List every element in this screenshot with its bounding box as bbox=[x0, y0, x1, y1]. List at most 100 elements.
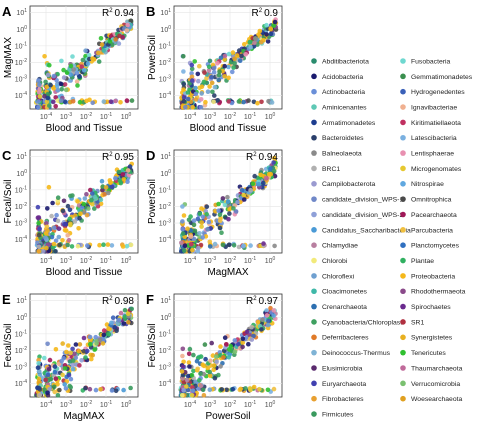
data-point bbox=[36, 220, 41, 226]
data-point bbox=[222, 335, 228, 341]
data-point bbox=[88, 187, 93, 193]
data-point bbox=[239, 188, 245, 193]
data-point bbox=[211, 363, 217, 368]
data-point bbox=[233, 209, 239, 214]
data-point bbox=[109, 243, 115, 248]
legend-swatch bbox=[311, 319, 317, 325]
y-tick-label: 10-2 bbox=[159, 346, 171, 355]
legend-item: Campilobacterota bbox=[311, 181, 375, 188]
data-point bbox=[218, 55, 224, 61]
legend-label: Firmicutes bbox=[322, 411, 354, 418]
legend-item: Synergistetes bbox=[400, 334, 453, 342]
data-point bbox=[61, 355, 66, 361]
data-point bbox=[243, 52, 249, 57]
data-point bbox=[266, 318, 271, 324]
data-point bbox=[80, 57, 86, 63]
data-point bbox=[182, 248, 187, 253]
data-point bbox=[70, 193, 75, 198]
legend-label: candidate_division_WPS-2 bbox=[322, 212, 403, 219]
data-point bbox=[210, 89, 215, 95]
x-tick-label: 10-3 bbox=[60, 400, 72, 409]
data-point bbox=[248, 45, 253, 50]
legend-swatch bbox=[400, 319, 406, 325]
legend-label: Thaumarchaeota bbox=[411, 365, 463, 372]
x-axis-title: MagMAX bbox=[63, 411, 104, 422]
data-point bbox=[265, 387, 271, 393]
data-point bbox=[77, 74, 82, 79]
data-point bbox=[220, 242, 226, 248]
data-point bbox=[241, 192, 246, 198]
data-point bbox=[54, 84, 60, 89]
data-point bbox=[257, 28, 263, 34]
data-point bbox=[45, 341, 50, 347]
legend-item: Latescibacteria bbox=[400, 134, 457, 142]
data-point bbox=[45, 95, 51, 101]
y-axis-title: MagMAX bbox=[3, 37, 14, 78]
data-point bbox=[98, 36, 104, 41]
panel-C: 10-4 10-3 10-2 10-1 100 10-4 10-3 10-2 10-1 100 10… bbox=[2, 148, 139, 278]
data-point bbox=[66, 237, 72, 243]
legend-swatch bbox=[400, 119, 406, 126]
data-point bbox=[70, 362, 76, 368]
data-point bbox=[242, 42, 247, 47]
data-point bbox=[76, 226, 81, 231]
data-point bbox=[55, 98, 61, 103]
data-point bbox=[70, 54, 75, 59]
legend-label: Abditibacteriota bbox=[322, 58, 369, 65]
data-point bbox=[216, 208, 221, 213]
data-point bbox=[232, 61, 237, 66]
legend-swatch bbox=[400, 58, 406, 64]
data-point bbox=[180, 353, 185, 359]
data-point bbox=[97, 337, 103, 343]
data-point bbox=[266, 172, 272, 177]
y-axis-title: PowerSoil bbox=[147, 179, 158, 224]
x-tick-label: 10-4 bbox=[184, 400, 196, 409]
data-point bbox=[189, 62, 195, 68]
data-point bbox=[45, 206, 50, 211]
data-point bbox=[53, 249, 58, 254]
legend-swatch bbox=[400, 227, 406, 233]
data-point bbox=[122, 307, 128, 313]
legend-item: candidate_division_WPS-1 bbox=[311, 196, 403, 204]
data-point bbox=[88, 341, 93, 347]
data-point bbox=[252, 40, 257, 46]
y-tick-label: 100 bbox=[16, 313, 27, 322]
data-point bbox=[189, 78, 195, 83]
data-point bbox=[45, 390, 50, 396]
y-tick-label: 10-2 bbox=[159, 58, 171, 67]
data-point bbox=[222, 74, 227, 79]
data-point bbox=[251, 99, 257, 105]
data-point bbox=[256, 181, 262, 187]
x-tick-label: 10-2 bbox=[80, 112, 92, 121]
data-point bbox=[108, 180, 113, 185]
data-point bbox=[180, 231, 186, 236]
legend-label: Latescibacteria bbox=[411, 135, 457, 142]
y-tick-label: 10-2 bbox=[159, 202, 171, 211]
data-point bbox=[99, 42, 105, 47]
data-point bbox=[180, 219, 185, 224]
data-point bbox=[185, 387, 191, 393]
data-point bbox=[44, 99, 50, 105]
data-point bbox=[62, 227, 68, 233]
data-point bbox=[237, 58, 243, 63]
data-point bbox=[103, 185, 109, 190]
data-point bbox=[180, 364, 186, 370]
legend-item: Euryarchaeota bbox=[311, 380, 366, 388]
data-point bbox=[181, 379, 187, 385]
data-point bbox=[81, 335, 87, 341]
data-point bbox=[218, 364, 223, 369]
data-point bbox=[90, 56, 95, 61]
x-axis-title: MagMAX bbox=[207, 267, 248, 278]
legend-label: Pacearchaeota bbox=[411, 212, 457, 219]
legend-label: Gemmatimonadetes bbox=[411, 74, 473, 81]
data-point bbox=[114, 328, 119, 334]
data-point bbox=[51, 73, 57, 79]
data-point bbox=[62, 99, 68, 104]
data-point bbox=[63, 386, 69, 391]
legend-label: Lentisphaerae bbox=[411, 151, 454, 158]
legend-label: Proteobacteria bbox=[411, 273, 455, 280]
x-tick-label: 10-1 bbox=[244, 256, 256, 265]
data-point bbox=[47, 103, 52, 108]
data-point bbox=[109, 320, 114, 326]
data-point bbox=[36, 249, 42, 254]
